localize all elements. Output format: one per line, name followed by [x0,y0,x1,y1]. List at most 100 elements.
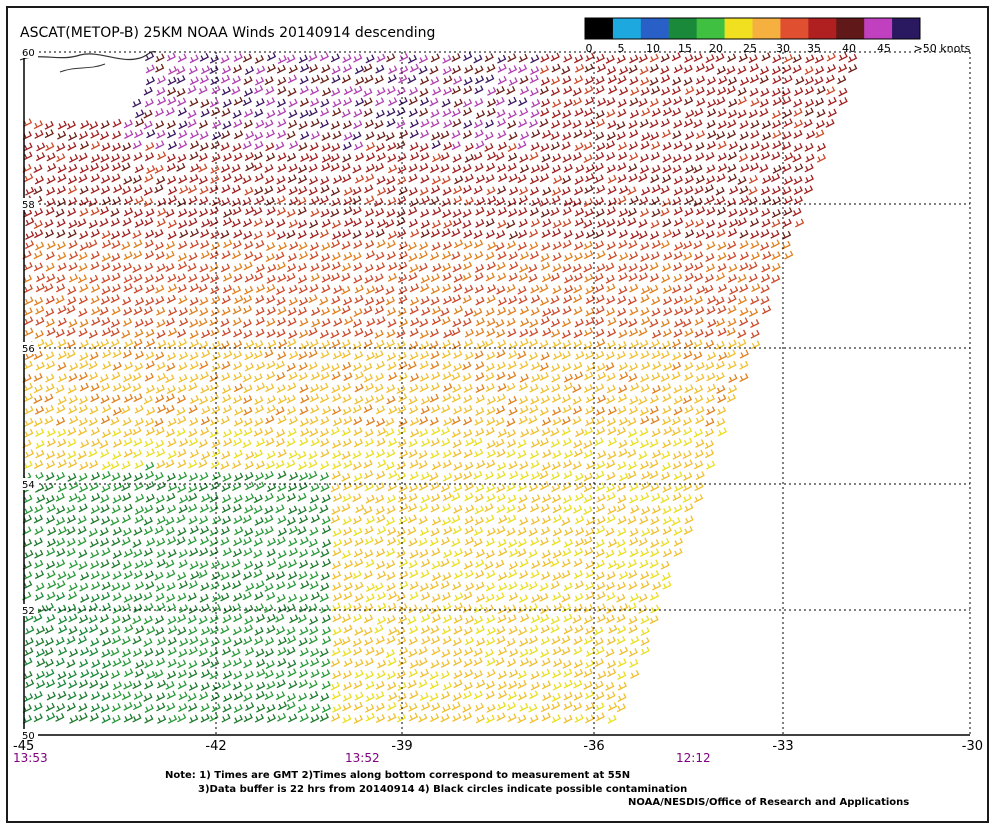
wind-barb [309,415,319,425]
wind-barb [641,527,651,537]
wind-barb [211,352,221,361]
wind-barb [111,472,121,482]
wind-barb [221,86,231,96]
wind-barb [320,571,330,581]
colorbar-label: >50 knots [914,42,971,55]
wind-barb [661,263,672,272]
wind-barb [564,274,574,284]
wind-barb [454,175,464,185]
wind-barb [244,66,255,75]
wind-barb [189,151,199,161]
wind-barb [79,230,89,240]
wind-barb [695,152,705,162]
wind-barb [212,131,222,141]
wind-barb [563,163,573,173]
wind-barb [541,242,551,251]
wind-barb [684,515,694,525]
wind-barb [430,493,441,503]
wind-barb [79,140,90,150]
wind-barb [662,296,673,306]
wind-barb [254,186,264,196]
wind-barb [187,615,197,624]
wind-barb [430,360,440,370]
wind-barb [495,86,505,95]
wind-barb [209,670,219,680]
wind-barb [264,505,274,515]
wind-barb [353,680,363,690]
wind-barb [596,460,606,470]
wind-barb [46,240,56,250]
wind-barb [275,360,285,370]
wind-barb [385,461,395,471]
wind-barb [814,65,825,75]
wind-barb [685,109,695,119]
wind-barb [78,561,88,571]
wind-barb [695,175,705,185]
wind-barb [618,416,628,426]
wind-barb [443,417,453,427]
wind-barb [473,670,483,680]
wind-barb [386,251,396,261]
wind-barb [24,417,34,427]
wind-barb [35,440,45,449]
wind-barb [793,176,803,185]
wind-barb [178,703,188,713]
wind-barb [640,241,650,251]
wind-barb [629,528,639,537]
wind-barb [519,558,529,568]
wind-barb [24,296,34,306]
wind-barb [287,580,297,590]
wind-barb [165,208,175,218]
wind-barb [430,659,440,669]
latitude-label: 58 [22,200,35,211]
wind-barb [99,131,110,141]
wind-barb [517,285,527,295]
wind-barb [606,636,616,646]
wind-barb [45,318,55,328]
wind-barb [573,361,583,371]
wind-barb [761,218,771,228]
wind-barb [420,283,430,293]
wind-barb [57,396,67,405]
wind-barb [717,241,727,251]
wind-barb [254,591,264,601]
wind-barb [320,460,330,470]
wind-barb [430,285,440,295]
wind-barb [57,373,68,383]
wind-barb [617,693,627,702]
wind-barb [266,206,276,216]
wind-barb [264,583,274,592]
wind-barb [68,613,78,623]
wind-barb [486,483,496,493]
wind-barb [286,603,296,613]
wind-barb [210,581,220,591]
wind-barb [69,415,79,425]
wind-barb [616,217,626,227]
wind-barb [607,185,617,195]
wind-barb [310,118,320,128]
wind-barb [23,670,33,680]
wind-barb [473,54,483,64]
wind-barb [144,602,154,612]
wind-barb [408,537,418,547]
wind-barb [726,349,736,359]
wind-barb [607,560,617,569]
wind-barb [671,228,681,238]
wind-barb [583,536,593,546]
wind-barb [266,613,276,623]
wind-barb [606,395,616,405]
wind-barb [385,516,395,526]
wind-barb [595,539,605,548]
wind-barb [552,339,562,348]
wind-barbs [22,52,858,724]
wind-barb [244,152,254,161]
wind-barb [220,526,230,536]
wind-barb [485,550,495,559]
wind-barb [44,129,54,139]
wind-barb [319,593,329,603]
wind-barb [46,591,56,601]
wind-barb [507,396,517,405]
wind-barb [706,76,717,86]
wind-barb [629,97,639,107]
wind-barb [695,63,705,73]
